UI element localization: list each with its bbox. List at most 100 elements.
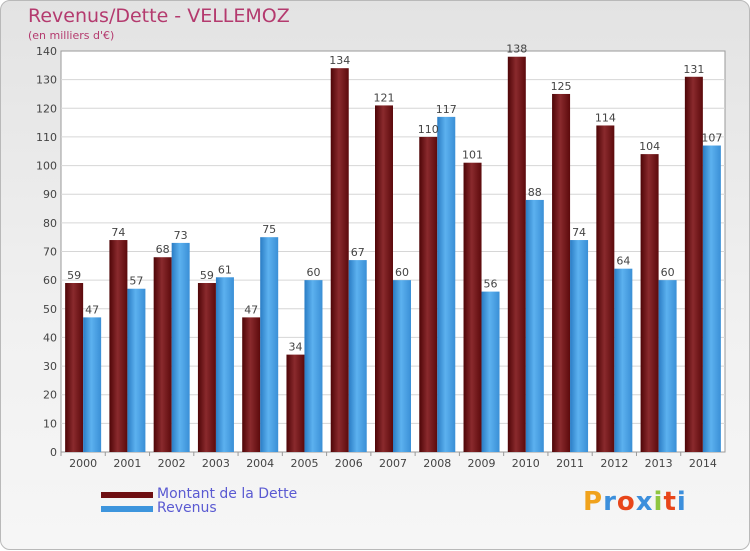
- logo-letter: t: [663, 487, 677, 517]
- y-tick-label: 70: [43, 246, 57, 259]
- data-label: 67: [351, 246, 365, 259]
- bar-revenus: [171, 242, 190, 452]
- bar-dette: [65, 283, 84, 452]
- bar-dette: [552, 93, 571, 452]
- data-label: 60: [661, 266, 675, 279]
- y-tick-label: 120: [36, 102, 57, 115]
- chart-title: Revenus/Dette - VELLEMOZ: [28, 5, 290, 27]
- data-label: 74: [111, 226, 125, 239]
- data-label: 104: [639, 140, 660, 153]
- data-label: 56: [484, 278, 498, 291]
- logo-letter: i: [676, 487, 687, 517]
- data-label: 101: [462, 149, 483, 162]
- bar-revenus: [393, 280, 411, 452]
- y-tick-label: 30: [43, 360, 57, 373]
- bar-revenus: [83, 317, 102, 452]
- legend-swatch-revenus: [101, 506, 153, 512]
- data-label: 107: [701, 132, 722, 145]
- bar-revenus: [304, 280, 323, 452]
- data-label: 60: [395, 266, 409, 279]
- x-tick-label: 2012: [600, 457, 628, 470]
- bar-dette: [596, 125, 615, 452]
- x-tick-label: 2007: [379, 457, 407, 470]
- bar-dette: [286, 354, 305, 452]
- data-label: 60: [306, 266, 320, 279]
- x-tick-label: 2013: [645, 457, 673, 470]
- bar-dette: [507, 56, 526, 452]
- data-label: 34: [288, 341, 302, 354]
- bar-revenus: [437, 116, 456, 452]
- bar-dette: [684, 76, 703, 453]
- bar-dette: [419, 136, 438, 452]
- bar-dette: [463, 162, 482, 452]
- bar-revenus: [481, 291, 500, 452]
- logo-letter: i: [653, 487, 664, 517]
- x-tick-label: 2004: [246, 457, 274, 470]
- data-label: 88: [528, 186, 542, 199]
- data-label: 73: [174, 229, 188, 242]
- data-label: 57: [129, 275, 143, 288]
- bar-revenus: [525, 199, 544, 452]
- x-tick-label: 2006: [335, 457, 363, 470]
- x-tick-label: 2005: [290, 457, 318, 470]
- data-label: 61: [218, 263, 232, 276]
- bar-revenus: [127, 288, 146, 452]
- data-label: 117: [436, 103, 457, 116]
- logo-letter: x: [635, 487, 654, 517]
- data-label: 134: [329, 54, 350, 67]
- x-tick-label: 2003: [202, 457, 230, 470]
- y-tick-label: 140: [36, 45, 57, 58]
- proxiti-logo: Proxiti: [583, 487, 687, 517]
- data-label: 110: [418, 123, 439, 136]
- bar-revenus: [658, 280, 677, 452]
- y-tick-label: 60: [43, 274, 57, 287]
- legend-swatch-dette: [101, 492, 153, 498]
- logo-letter: P: [583, 487, 604, 517]
- y-tick-label: 90: [43, 188, 57, 201]
- bar-revenus: [702, 145, 721, 452]
- x-tick-label: 2000: [69, 457, 97, 470]
- data-label: 68: [156, 243, 170, 256]
- bar-dette: [197, 283, 216, 452]
- data-label: 47: [244, 303, 258, 316]
- data-label: 121: [374, 91, 395, 104]
- y-tick-label: 110: [36, 131, 57, 144]
- data-label: 64: [616, 255, 630, 268]
- x-tick-label: 2002: [158, 457, 186, 470]
- y-tick-label: 80: [43, 217, 57, 230]
- y-tick-label: 0: [50, 446, 57, 459]
- bar-revenus: [570, 240, 589, 452]
- legend-label-dette: Montant de la Dette: [157, 486, 298, 502]
- data-label: 59: [67, 269, 81, 282]
- bar-dette: [109, 240, 128, 452]
- x-tick-label: 2001: [113, 457, 141, 470]
- bar-dette: [242, 317, 261, 452]
- bar-revenus: [348, 260, 367, 452]
- x-tick-label: 2009: [468, 457, 496, 470]
- bar-revenus: [215, 277, 234, 452]
- chart-subtitle: (en milliers d'€): [28, 29, 115, 42]
- x-tick-label: 2011: [556, 457, 584, 470]
- x-tick-label: 2008: [423, 457, 451, 470]
- data-label: 131: [683, 63, 704, 76]
- data-label: 125: [551, 80, 572, 93]
- data-label: 47: [85, 303, 99, 316]
- x-tick-label: 2010: [512, 457, 540, 470]
- y-tick-label: 20: [43, 389, 57, 402]
- y-tick-label: 100: [36, 160, 57, 173]
- bar-dette: [330, 68, 349, 452]
- logo-letter: r: [603, 487, 617, 517]
- y-tick-label: 50: [43, 303, 57, 316]
- bar-dette: [640, 154, 659, 452]
- data-label: 59: [200, 269, 214, 282]
- bar-dette: [375, 105, 393, 453]
- data-label: 75: [262, 223, 276, 236]
- bar-revenus: [260, 237, 279, 452]
- bar-revenus: [614, 268, 633, 452]
- logo-letter: o: [616, 487, 636, 517]
- data-label: 138: [506, 43, 527, 56]
- y-tick-label: 130: [36, 74, 57, 87]
- bar-dette: [153, 257, 172, 452]
